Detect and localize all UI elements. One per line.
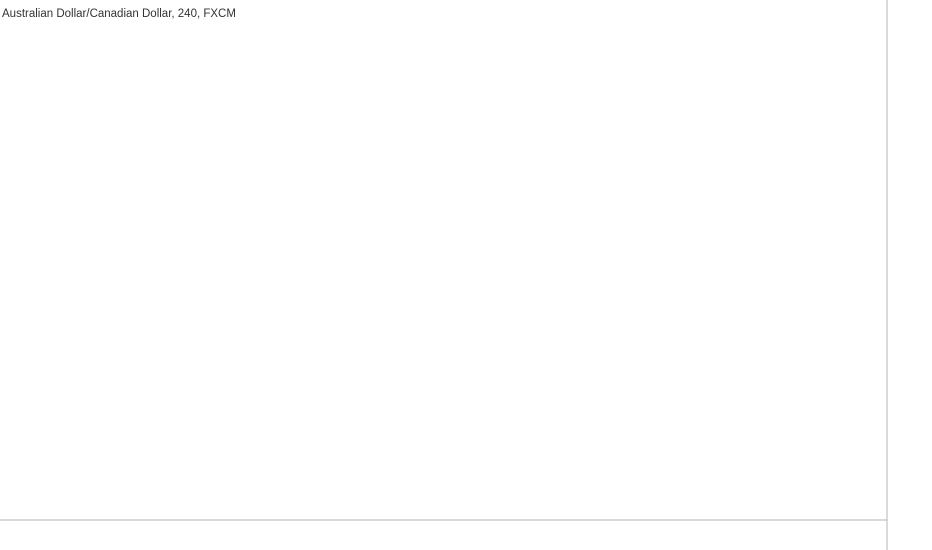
chart-title: Australian Dollar/Canadian Dollar, 240, …: [2, 8, 236, 20]
